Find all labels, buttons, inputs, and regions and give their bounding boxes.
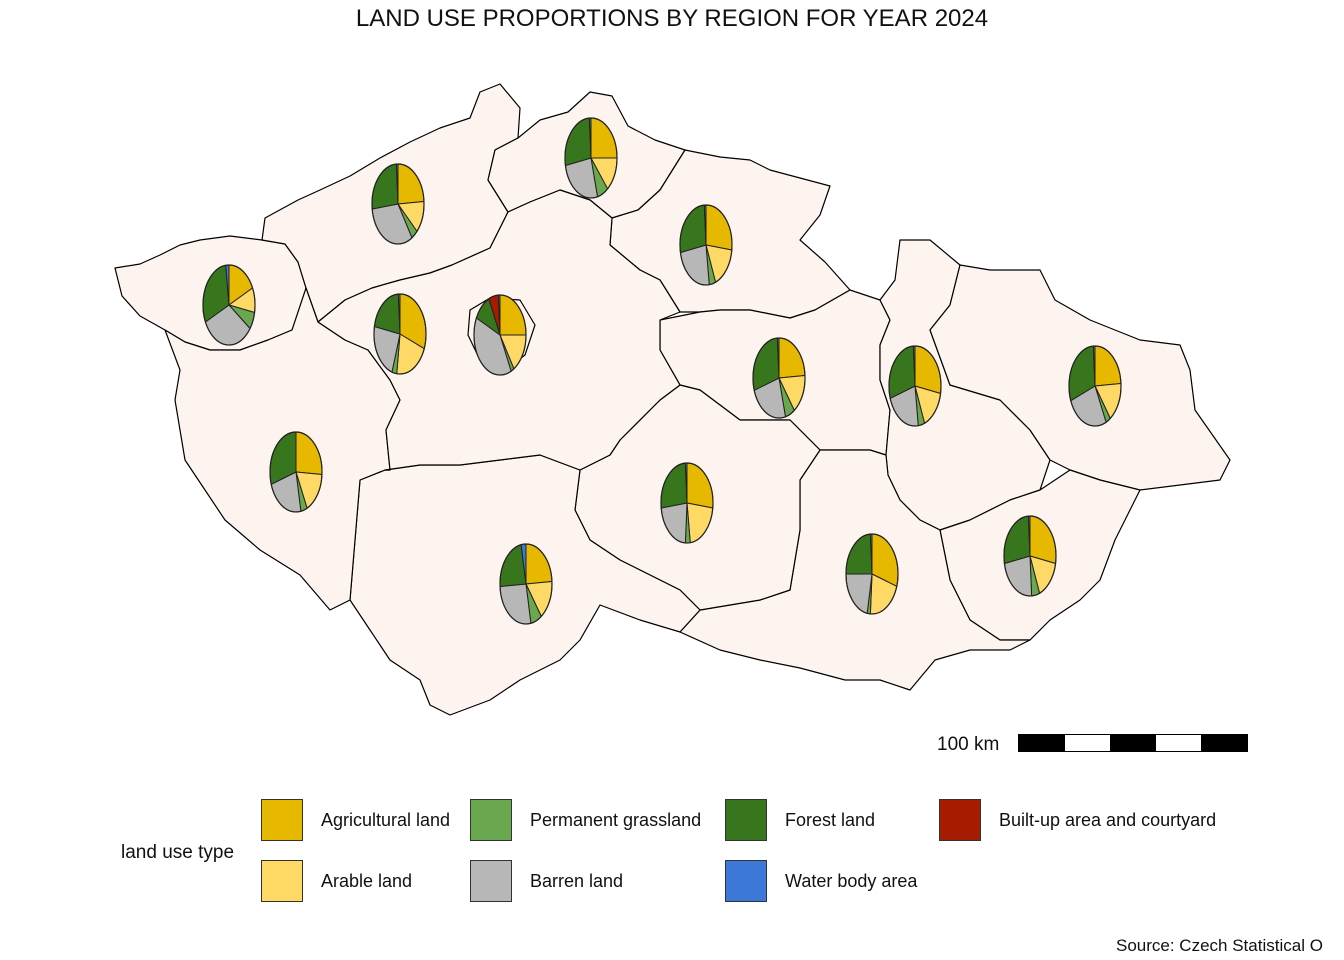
region-pie-1 xyxy=(202,264,256,346)
pie-outline xyxy=(660,462,714,544)
region-pie-4 xyxy=(679,204,733,286)
pie-outline xyxy=(371,163,425,245)
legend-label: Barren land xyxy=(530,871,624,891)
pie-outline xyxy=(269,431,323,513)
pie-outline xyxy=(564,117,618,199)
legend-label: Arable land xyxy=(321,871,413,891)
scale-bar xyxy=(1018,734,1248,752)
legend-label: Forest land xyxy=(785,810,876,830)
region-pie-14 xyxy=(1003,515,1057,597)
region-pie-13 xyxy=(845,533,899,615)
regions-layer xyxy=(114,83,1231,716)
region-pie-3 xyxy=(564,117,618,199)
pie-outline xyxy=(752,337,806,419)
pie-outline xyxy=(373,293,427,375)
map-title: LAND USE PROPORTIONS BY REGION FOR YEAR … xyxy=(355,5,989,32)
legend-swatch xyxy=(261,860,303,902)
legend-swatch xyxy=(939,799,981,841)
legend-label: Permanent grassland xyxy=(530,810,702,830)
scale-bar-segment xyxy=(1064,735,1111,751)
region-pie-11 xyxy=(660,462,714,544)
scale-bar-segment xyxy=(1110,735,1156,751)
region-pie-9 xyxy=(888,345,942,427)
pie-outline xyxy=(473,294,527,376)
pie-outline xyxy=(845,533,899,615)
legend-title: land use type xyxy=(121,842,235,863)
pie-outline xyxy=(1003,515,1057,597)
pie-outline xyxy=(202,264,256,346)
legend-swatch xyxy=(470,860,512,902)
legend-label: Water body area xyxy=(785,871,918,891)
legend-label: Built-up area and courtyard xyxy=(999,810,1217,830)
scale-bar-segment xyxy=(1201,735,1247,751)
scale-bar-segment xyxy=(1019,735,1065,751)
region-pie-2 xyxy=(371,163,425,245)
pie-outline xyxy=(1068,345,1122,427)
source-note: Source: Czech Statistical O xyxy=(1116,936,1323,955)
region-pie-7 xyxy=(269,431,323,513)
legend-swatch xyxy=(261,799,303,841)
legend-label: Agricultural land xyxy=(321,810,451,830)
legend-swatch xyxy=(725,799,767,841)
scale-bar-label: 100 km xyxy=(937,734,1000,755)
scale-bar-segment xyxy=(1155,735,1202,751)
legend-swatch xyxy=(725,860,767,902)
region-pie-12 xyxy=(499,543,553,625)
pie-outline xyxy=(679,204,733,286)
region-pie-5 xyxy=(373,293,427,375)
region-pie-6 xyxy=(473,294,527,376)
pie-outline xyxy=(499,543,553,625)
legend-swatch xyxy=(470,799,512,841)
region-pie-8 xyxy=(752,337,806,419)
pies-layer xyxy=(202,117,1122,625)
region-pie-10 xyxy=(1068,345,1122,427)
pie-outline xyxy=(888,345,942,427)
